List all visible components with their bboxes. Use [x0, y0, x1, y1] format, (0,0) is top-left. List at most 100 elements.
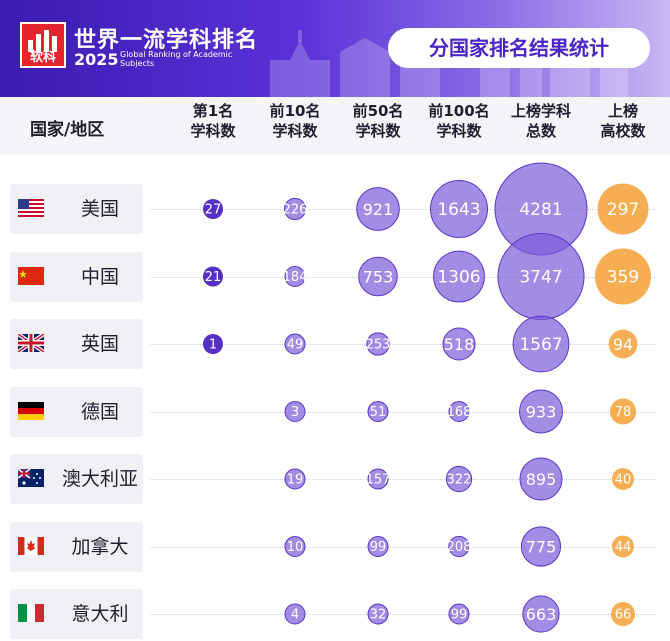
column-header-line: 学科数: [190, 122, 236, 140]
bubble-first-place: [203, 266, 223, 287]
bubble-label-top100: 1306: [437, 268, 480, 288]
country-label-gb: 英国: [10, 319, 143, 369]
bubble-label-top50: 921: [363, 200, 394, 219]
bubble-top10: [284, 468, 306, 490]
shanghairanking-logo: 软科: [20, 22, 66, 68]
bubble-top10: [284, 536, 306, 557]
bubble-top50: [367, 536, 389, 557]
bubble-label-top10: 10: [287, 540, 304, 555]
bubble-top10: [283, 197, 307, 221]
country-label-au: 澳大利亚: [10, 454, 143, 504]
bubble-top10: [284, 266, 306, 287]
ranking-title: 世界一流学科排名: [74, 28, 259, 53]
germany-flag-icon: [18, 401, 44, 420]
column-header-line: 学科数: [272, 122, 318, 140]
bubble-label-universities: 297: [607, 200, 639, 220]
ranking-year: 2025: [74, 50, 119, 69]
column-header-line: 学科数: [436, 122, 482, 140]
bubble-top100: [445, 465, 473, 493]
bubble-label-universities: 94: [613, 335, 633, 354]
column-header-line: 第1名: [192, 102, 234, 120]
column-header-top10: 前10名 学科数: [250, 101, 340, 141]
bubble-top10: [284, 603, 306, 625]
column-header-universities: 上榜 高校数: [578, 101, 668, 141]
bubble-top50: [358, 256, 398, 297]
country-name: 德国: [80, 400, 119, 423]
bubble-universities: [610, 601, 636, 627]
bubble-label-total-subjects: 933: [526, 402, 557, 421]
bubble-label-total-subjects: 4281: [519, 200, 562, 220]
bubble-label-top100: 322: [447, 473, 472, 488]
bubble-label-top10: 19: [287, 473, 304, 488]
country-name: 意大利: [71, 603, 129, 625]
country-label-it: 意大利: [10, 589, 143, 639]
bubble-label-total-subjects: 1567: [519, 335, 562, 355]
column-header-top100: 前100名学科数: [414, 101, 504, 141]
bubble-top50: [356, 187, 400, 231]
column-header-bar: 国家/地区 第1名 学科数 前10名 学科数 前50名 学科数 前100名 学科数 上榜学科 总数…: [0, 97, 670, 155]
bubble-label-first-place: 27: [205, 203, 222, 218]
bubble-label-top10: 184: [283, 270, 308, 285]
bubble-label-top10: 49: [287, 338, 304, 353]
header-banner: 软科 世界一流学科排名 2025 Global Ranking of Acade…: [0, 0, 670, 97]
column-header-top50: 前50名 学科数: [333, 101, 423, 141]
australia-flag-icon: [18, 469, 44, 487]
country-label-ca: 加拿大: [10, 521, 143, 572]
bubble-label-top50: 753: [363, 267, 394, 286]
column-header-line: 高校数: [600, 122, 646, 140]
bubble-label-top100: 99: [451, 608, 468, 623]
row-guide-line: [150, 276, 655, 278]
bubble-label-top10: 4: [291, 608, 299, 623]
bubble-label-top100: 518: [444, 335, 475, 354]
column-header-line: 总数: [525, 122, 556, 140]
bubble-label-total-subjects: 895: [526, 470, 557, 489]
bubble-label-first-place: 1: [209, 338, 217, 353]
bubble-top100: [442, 327, 476, 361]
bubble-top50: [367, 603, 389, 625]
column-header-country: 国家/地区: [30, 120, 105, 140]
bubble-universities: [608, 329, 638, 359]
bubble-top10: [284, 333, 306, 355]
logo-bars-icon: [28, 30, 57, 52]
bubble-total-subjects: [512, 315, 570, 373]
bubble-label-top50: 32: [370, 608, 387, 623]
bubble-top50: [366, 332, 390, 356]
column-header-line: 上榜学科: [510, 102, 571, 120]
bubble-total-subjects: [519, 457, 563, 501]
bubble-label-top50: 51: [370, 405, 387, 420]
bubble-top100: [430, 180, 488, 238]
row-guide-line: [150, 479, 655, 480]
bubble-first-place: [203, 199, 223, 219]
bubble-universities: [595, 248, 651, 305]
bubble-label-universities: 78: [615, 405, 632, 420]
bubble-label-total-subjects: 663: [526, 605, 557, 624]
bubble-label-total-subjects: 775: [526, 537, 557, 556]
column-header-line: 前100名: [428, 102, 490, 120]
bubble-first-place: [203, 334, 223, 354]
bubble-label-universities: 359: [607, 268, 639, 288]
row-guide-line: [150, 546, 655, 548]
canada-flag-icon: [18, 536, 44, 555]
bubble-label-top50: 99: [370, 540, 387, 555]
row-guide-line: [150, 344, 655, 345]
us-flag-icon: [18, 199, 44, 217]
logo-text: 软科: [29, 50, 56, 65]
bubble-label-universities: 40: [615, 473, 632, 488]
bubble-universities: [597, 183, 649, 235]
bubble-total-subjects: [522, 595, 560, 633]
uk-flag-icon: [18, 334, 44, 352]
bubble-label-universities: 44: [615, 540, 632, 555]
bubble-label-universities: 66: [615, 608, 632, 623]
column-header-first-place: 第1名学科数: [168, 101, 258, 141]
bubble-top10: [284, 401, 306, 422]
country-name: 加拿大: [71, 535, 129, 558]
column-header-line: 学科数: [355, 122, 401, 140]
bubble-top100: [448, 603, 470, 625]
row-guide-line: [150, 614, 655, 615]
country-name: 美国: [80, 198, 119, 220]
country-label-de: 德国: [10, 386, 143, 437]
bubble-label-top100: 168: [447, 405, 472, 420]
country-name: 英国: [80, 333, 119, 355]
country-name: 澳大利亚: [61, 468, 138, 490]
country-name: 中国: [80, 265, 119, 288]
